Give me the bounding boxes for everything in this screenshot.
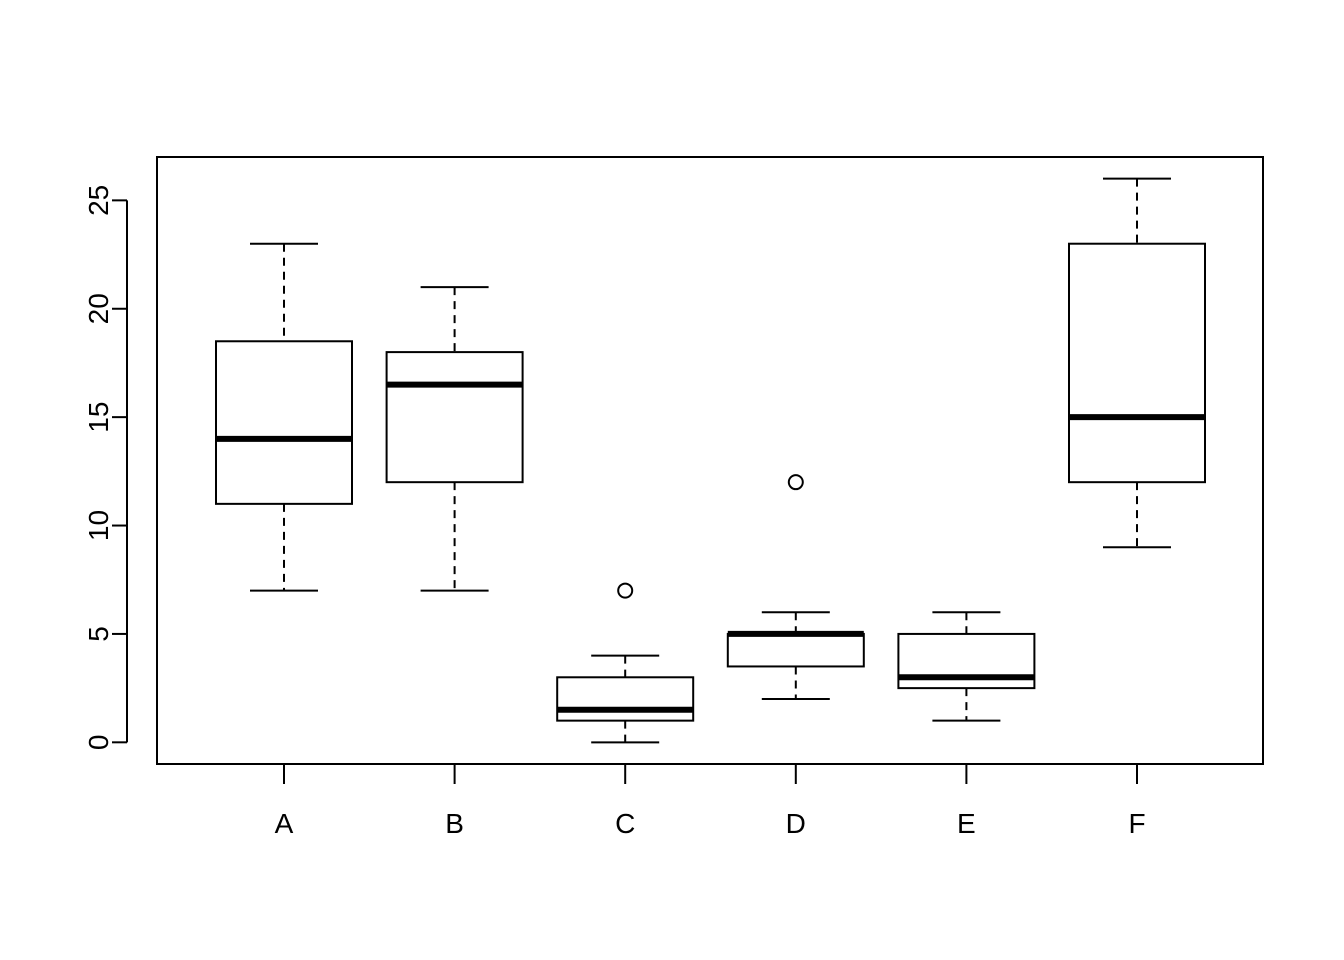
box-group-a bbox=[215, 242, 353, 592]
y-tick-label: 15 bbox=[83, 402, 114, 433]
outlier-point bbox=[787, 474, 804, 491]
iqr-box bbox=[215, 340, 353, 505]
iqr-box bbox=[726, 632, 865, 668]
boxes bbox=[215, 177, 1206, 744]
y-tick-label: 20 bbox=[83, 293, 114, 324]
iqr-box bbox=[556, 676, 695, 722]
iqr-box bbox=[385, 351, 524, 484]
y-axis: 0 5 10 15 20 25 bbox=[83, 185, 128, 751]
x-axis: A B C D E F bbox=[275, 763, 1146, 839]
x-tick-label: A bbox=[275, 808, 294, 839]
box-group-e bbox=[897, 611, 1036, 722]
y-tick-label: 5 bbox=[83, 626, 114, 642]
x-tick-label: B bbox=[445, 808, 464, 839]
outlier-point bbox=[617, 582, 634, 599]
y-tick-label: 25 bbox=[83, 185, 114, 216]
box-group-b bbox=[385, 286, 524, 592]
iqr-box bbox=[1068, 242, 1206, 484]
box-group-f bbox=[1068, 177, 1206, 549]
box-group-c bbox=[556, 582, 695, 744]
y-tick-label: 0 bbox=[83, 735, 114, 751]
x-tick-label: D bbox=[786, 808, 806, 839]
x-tick-label: E bbox=[957, 808, 976, 839]
x-tick-label: C bbox=[615, 808, 635, 839]
x-tick-label: F bbox=[1128, 808, 1145, 839]
box-group-d bbox=[726, 474, 865, 700]
y-tick-label: 10 bbox=[83, 510, 114, 541]
